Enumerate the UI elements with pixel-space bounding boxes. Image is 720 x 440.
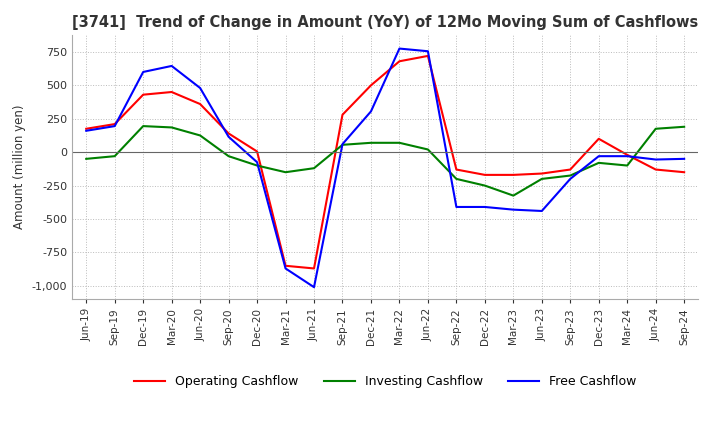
Operating Cashflow [196, 101, 204, 106]
Operating Cashflow [652, 167, 660, 172]
Operating Cashflow [253, 149, 261, 154]
Investing Cashflow [338, 142, 347, 147]
Investing Cashflow [253, 163, 261, 168]
Operating Cashflow [225, 131, 233, 136]
Free Cashflow [253, 160, 261, 165]
Operating Cashflow [680, 169, 688, 175]
Free Cashflow [395, 46, 404, 51]
Free Cashflow [310, 285, 318, 290]
Investing Cashflow [566, 173, 575, 178]
Investing Cashflow [395, 140, 404, 146]
Operating Cashflow [110, 121, 119, 127]
Investing Cashflow [366, 140, 375, 146]
Operating Cashflow [480, 172, 489, 177]
Title: [3741]  Trend of Change in Amount (YoY) of 12Mo Moving Sum of Cashflows: [3741] Trend of Change in Amount (YoY) o… [72, 15, 698, 30]
Free Cashflow [338, 142, 347, 147]
Legend: Operating Cashflow, Investing Cashflow, Free Cashflow: Operating Cashflow, Investing Cashflow, … [129, 370, 642, 393]
Investing Cashflow [110, 154, 119, 159]
Operating Cashflow [509, 172, 518, 177]
Free Cashflow [225, 134, 233, 139]
Operating Cashflow [82, 126, 91, 132]
Free Cashflow [366, 109, 375, 114]
Free Cashflow [423, 48, 432, 54]
Free Cashflow [480, 204, 489, 209]
Operating Cashflow [366, 83, 375, 88]
Operating Cashflow [566, 167, 575, 172]
Investing Cashflow [680, 124, 688, 129]
Operating Cashflow [595, 136, 603, 141]
Investing Cashflow [509, 193, 518, 198]
Free Cashflow [566, 176, 575, 182]
Investing Cashflow [82, 156, 91, 161]
Y-axis label: Amount (million yen): Amount (million yen) [13, 105, 26, 229]
Operating Cashflow [338, 112, 347, 117]
Free Cashflow [509, 207, 518, 212]
Line: Operating Cashflow: Operating Cashflow [86, 56, 684, 268]
Free Cashflow [139, 70, 148, 75]
Investing Cashflow [652, 126, 660, 132]
Free Cashflow [110, 124, 119, 129]
Investing Cashflow [623, 163, 631, 168]
Operating Cashflow [139, 92, 148, 97]
Free Cashflow [167, 63, 176, 69]
Investing Cashflow [310, 165, 318, 171]
Operating Cashflow [423, 53, 432, 59]
Operating Cashflow [623, 152, 631, 158]
Operating Cashflow [310, 266, 318, 271]
Investing Cashflow [480, 183, 489, 188]
Free Cashflow [595, 154, 603, 159]
Investing Cashflow [282, 169, 290, 175]
Free Cashflow [282, 266, 290, 271]
Investing Cashflow [452, 176, 461, 182]
Investing Cashflow [423, 147, 432, 152]
Free Cashflow [196, 85, 204, 91]
Free Cashflow [680, 156, 688, 161]
Operating Cashflow [452, 167, 461, 172]
Operating Cashflow [537, 171, 546, 176]
Free Cashflow [652, 157, 660, 162]
Free Cashflow [623, 154, 631, 159]
Investing Cashflow [196, 133, 204, 138]
Line: Free Cashflow: Free Cashflow [86, 48, 684, 287]
Investing Cashflow [225, 154, 233, 159]
Investing Cashflow [167, 125, 176, 130]
Investing Cashflow [139, 124, 148, 129]
Investing Cashflow [537, 176, 546, 182]
Operating Cashflow [395, 59, 404, 64]
Free Cashflow [537, 208, 546, 213]
Operating Cashflow [167, 89, 176, 95]
Investing Cashflow [595, 160, 603, 165]
Free Cashflow [82, 128, 91, 133]
Operating Cashflow [282, 263, 290, 268]
Free Cashflow [452, 204, 461, 209]
Line: Investing Cashflow: Investing Cashflow [86, 126, 684, 196]
